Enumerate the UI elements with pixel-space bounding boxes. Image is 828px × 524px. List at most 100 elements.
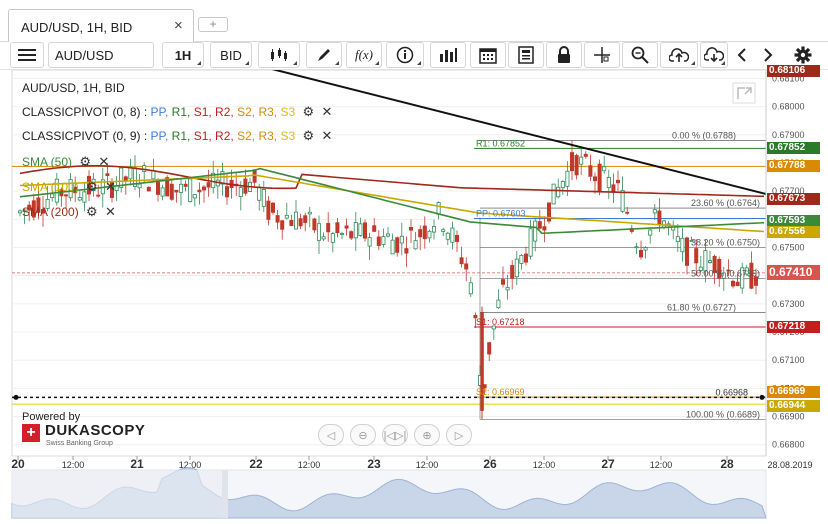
sma50-legend[interactable]: SMA (50) ⚙ ✕ [22,154,109,170]
zoom-out-button[interactable]: ⊖ [350,424,376,446]
notes-button[interactable] [508,42,544,68]
price-chart[interactable]: 0.00 % (0.6788) 23.60 % (0.6764) 38.20 % (… [0,65,828,524]
zoom-button[interactable] [622,42,658,68]
pen-icon [318,49,330,61]
pivot-pp: PP, [150,129,169,143]
chart-nav-controls: ◁ ⊖ |◁▷| ⊕ ▷ [318,424,472,446]
chart-type-button[interactable] [258,42,300,68]
reset-zoom-button[interactable]: |◁▷| [382,424,408,446]
gear-icon[interactable]: ⚙ [302,128,315,143]
time-tick-label: 22 [249,457,263,471]
hline-label: 0.66968 [715,387,748,397]
fx-icon: f(x) [354,47,374,62]
pivot-s3: S3 [280,105,296,119]
lock-button[interactable] [546,42,582,68]
powered-by: Powered by [22,411,81,423]
pivot-r3: R3, [258,129,278,143]
notes-icon [518,46,534,64]
upload-button[interactable] [660,42,698,68]
volume-button[interactable] [430,42,466,68]
moving-averages [19,165,765,235]
drawing-button[interactable] [306,42,342,68]
nav-back-button[interactable]: ◁ [318,424,344,446]
gear-icon[interactable]: ⚙ [86,204,98,219]
time-axis[interactable]: 20 12:00 21 12:00 22 12:00 23 12:00 26 12:00 27 12:… [11,456,813,471]
close-icon[interactable]: × [174,17,183,34]
price-tick-label: 0.68000 [772,102,805,112]
fib-50-label: 50.00 % (0.6739) [691,268,760,278]
time-tick-label: 26 [483,457,497,471]
fib-236-label: 23.60 % (0.6764) [691,198,760,208]
info-icon [396,46,414,64]
close-icon[interactable]: ✕ [98,154,110,169]
sma200-legend[interactable]: SMA (200) ⚙ ✕ [22,204,116,220]
gear-icon[interactable]: ⚙ [302,104,315,119]
price-tick-label: 0.68100 [772,73,805,83]
close-icon[interactable]: ✕ [105,179,116,194]
price-tag: 0.66969 [767,386,820,399]
chart-tab[interactable]: AUD/USD, 1H, BID × [8,9,194,42]
pivot-name: CLASSICPIVOT (0, 9) [22,129,141,143]
scroll-left-button[interactable] [730,42,754,68]
download-button[interactable] [700,42,728,68]
info-button[interactable] [386,42,424,68]
zoom-in-button[interactable]: ⊕ [414,424,440,446]
crosshair-button[interactable] [584,42,620,68]
trend-line[interactable] [259,65,767,195]
calendar-icon [479,48,497,64]
time-tick-label: 12:00 [62,460,85,470]
time-tick-label: 21 [130,457,144,471]
bars-icon [440,48,457,62]
menu-button[interactable] [10,42,44,68]
navigator-handle[interactable] [222,470,228,518]
close-icon[interactable]: ✕ [105,204,116,219]
level-lines [12,140,766,420]
close-icon[interactable]: ✕ [321,128,333,143]
time-tick-label: 12:00 [298,460,321,470]
settings-button[interactable] [788,42,818,68]
scroll-right-button[interactable] [756,42,780,68]
price-tag: 0.67788 [767,160,820,173]
nav-forward-button[interactable]: ▷ [446,424,472,446]
zoom-icon [631,46,649,64]
logo-sub: Swiss Banking Group [46,440,113,447]
chart-area[interactable]: 0.00 % (0.6788) 23.60 % (0.6764) 38.20 % (… [0,65,828,524]
price-tag: 0.67673 [767,192,820,205]
hamburger-icon [18,49,36,61]
calendar-button[interactable] [470,42,506,68]
gear-icon[interactable]: ⚙ [79,154,92,169]
price-tag: 0.67556 [767,225,820,238]
instrument-field[interactable]: AUD/USD [48,42,154,68]
price-tag: 0.67410 [767,264,820,280]
pivot-name: CLASSICPIVOT (0, 8) [22,105,141,119]
close-icon[interactable]: ✕ [321,104,333,119]
period-button[interactable]: 1H [162,42,204,68]
time-tick-label: 20 [11,457,25,471]
tab-title: AUD/USD, 1H, BID [21,20,133,35]
gear-icon[interactable]: ⚙ [86,179,98,194]
sma100-legend[interactable]: SMA (100) ⚙ ✕ [22,179,116,195]
download-icon [704,47,724,63]
price-tag: 0.67218 [767,320,820,333]
time-tick-label: 28.08.2019 [767,460,812,470]
logo-name: DUKASCOPY [45,422,146,439]
side-button[interactable]: BID [210,42,252,68]
indicators-button[interactable]: f(x) [346,42,382,68]
pivot-legend-2[interactable]: CLASSICPIVOT (0, 9) : PP, R1, S1, R2, S2… [22,128,332,144]
r1-label: R1: 0.67852 [476,138,525,148]
navigator-window[interactable] [12,470,222,518]
gear-icon [794,46,812,64]
time-tick-label: 28 [720,457,734,471]
price-tick-label: 0.67900 [772,130,805,140]
price-tag: 0.66944 [767,400,820,413]
price-tick-label: 0.67500 [772,243,805,253]
pivot-r1: R1, [171,105,191,119]
pivot-pp: PP, [150,105,169,119]
add-tab-button[interactable]: + [198,17,228,32]
pivot-legend-1[interactable]: CLASSICPIVOT (0, 8) : PP, R1, S1, R2, S2… [22,104,332,120]
pivot-r2: R2, [215,105,234,119]
s2-label: S2: 0.66969 [476,387,525,397]
price-tick-label: 0.67700 [772,186,805,196]
pivot-r3: R3, [258,105,278,119]
